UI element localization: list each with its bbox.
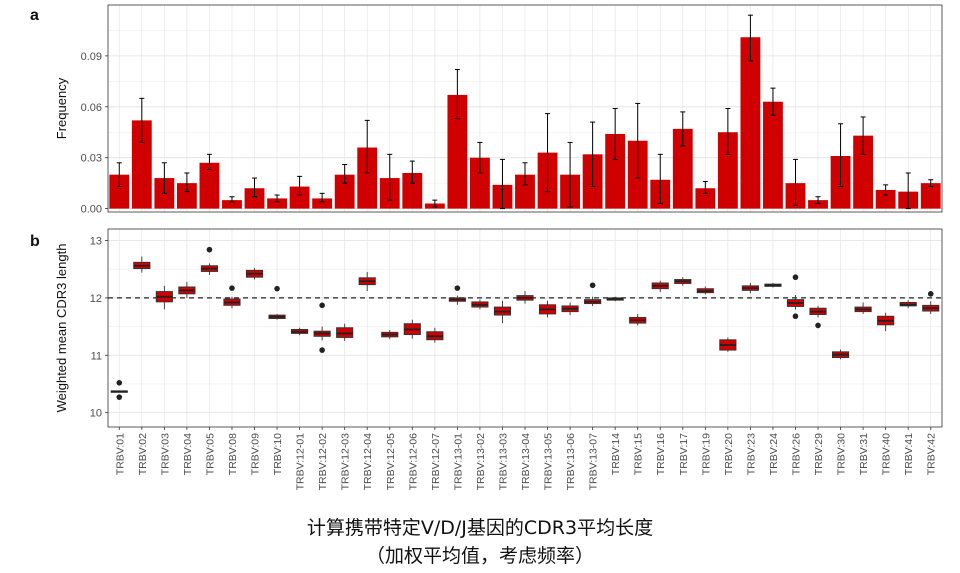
x-tick-label: TRBV:12-06 [407, 433, 419, 491]
bar [447, 94, 468, 209]
x-tick-label: TRBV:12-05 [385, 433, 397, 491]
shared-x-axis: TRBV:01 TRBV:02 TRBV:03 TRBV:04 TRBV:05 TRBV:… [114, 427, 938, 491]
bar [875, 189, 896, 209]
bar [199, 162, 220, 209]
x-tick-label: TRBV:05 [204, 433, 216, 475]
panel-b-y-tick-label: 10 [90, 408, 102, 420]
bar [717, 132, 738, 209]
outlier-point [319, 302, 325, 309]
bar [853, 135, 874, 209]
x-tick-label: TRBV:13-05 [543, 433, 555, 491]
x-tick-label: TRBV:42 [926, 433, 938, 475]
panel-b-y-tick-label: 13 [90, 235, 102, 247]
x-tick-label: TRBV:12-04 [362, 433, 374, 491]
outlier-point [116, 380, 123, 386]
x-tick-label: TRBV:13-03 [497, 433, 509, 491]
bar [131, 120, 152, 209]
outlier-point [229, 285, 235, 291]
x-tick-label: TRBV:13-04 [520, 433, 532, 491]
panel-b-y-axis-title: Weighted mean CDR3 length [54, 244, 69, 413]
panel-a-label: a [30, 7, 39, 24]
bar [672, 128, 693, 209]
x-tick-label: TRBV:23 [745, 433, 757, 475]
x-tick-label: TRBV:20 [723, 433, 735, 475]
x-tick-label: TRBV:12-07 [430, 433, 442, 491]
panel-b-y-tick-label: 11 [91, 350, 102, 362]
x-tick-label: TRBV:29 [813, 433, 825, 475]
bar [289, 186, 310, 209]
bar [470, 157, 490, 209]
panel-a-y-tick-label: 0.06 [81, 102, 102, 114]
x-tick-label: TRBV:13-07 [588, 433, 600, 491]
x-tick-label: TRBV:14 [610, 433, 622, 475]
x-tick-label: TRBV:24 [768, 433, 780, 475]
bar [244, 188, 265, 209]
x-tick-label: TRBV:19 [700, 433, 712, 475]
x-tick-label: TRBV:01 [114, 433, 126, 475]
x-tick-label: TRBV:12-03 [340, 433, 352, 491]
outlier-point [116, 394, 123, 400]
bar [740, 37, 761, 209]
x-tick-label: TRBV:26 [790, 433, 802, 475]
panel-b-y-tick-label: 12 [90, 293, 102, 305]
bar [763, 101, 783, 209]
x-tick-label: TRBV:09 [250, 433, 262, 475]
panel-a-y-axis-title: Frequency [54, 77, 69, 139]
panel-b-label: b [30, 233, 40, 250]
outlier-point [815, 322, 821, 329]
bar [695, 188, 716, 209]
outlier-point [927, 291, 934, 297]
bar [357, 147, 378, 209]
bar [267, 198, 287, 209]
outlier-point [274, 285, 280, 292]
panel-a-y-tick-label: 0.00 [81, 204, 102, 216]
bar [222, 200, 242, 209]
outlier-point [792, 274, 799, 281]
x-tick-label: TRBV:13-01 [452, 433, 464, 491]
panel-a-y-tick-label: 0.03 [81, 153, 102, 165]
bar [515, 174, 535, 209]
x-tick-label: TRBV:03 [159, 433, 171, 475]
bar [808, 200, 828, 209]
outlier-point [454, 285, 461, 291]
x-tick-label: TRBV:30 [836, 433, 848, 475]
x-tick-label: TRBV:08 [227, 433, 239, 475]
outlier-point [792, 313, 799, 320]
x-tick-label: TRBV:13-02 [475, 433, 487, 491]
bar [334, 174, 355, 209]
x-tick-label: TRBV:02 [137, 433, 149, 475]
x-tick-label: TRBV:16 [655, 433, 667, 475]
panel-b-cdr3-length-box-plot: 10 11 12 13 Weighted mean CDR3 length b [30, 228, 943, 428]
outlier-point [589, 282, 596, 289]
bar [402, 172, 423, 209]
panel-a-y-tick-label: 0.09 [81, 51, 102, 63]
bar [176, 183, 197, 209]
bar [109, 174, 130, 209]
bar [920, 183, 941, 209]
outlier-point [206, 246, 213, 253]
figure-caption-line-1: 计算携带特定V/D/J基因的CDR3平均长度 [306, 517, 654, 539]
x-tick-label: TRBV:13-06 [565, 433, 577, 491]
panel-a-border [107, 4, 943, 213]
x-tick-label: TRBV:10 [272, 433, 284, 475]
bar [312, 198, 333, 209]
x-tick-label: TRBV:41 [903, 433, 915, 475]
x-tick-label: TRBV:15 [633, 433, 645, 475]
chart-figure: 0.00 0.03 0.06 0.09 Frequency a 10 11 12 13 Weigh… [30, 4, 943, 491]
x-tick-label: TRBV:31 [858, 433, 870, 475]
x-tick-label: TRBV:04 [182, 433, 194, 475]
x-tick-label: TRBV:40 [881, 433, 893, 475]
panel-a-frequency-bar-chart: 0.00 0.03 0.06 0.09 Frequency a [30, 4, 943, 216]
bar [605, 133, 626, 209]
x-tick-label: TRBV:12-02 [317, 433, 329, 491]
figure-caption-line-2: （加权平均值，考虑频率） [365, 545, 594, 567]
outlier-point [319, 347, 325, 353]
x-tick-label: TRBV:17 [678, 433, 690, 475]
x-tick-label: TRBV:12-01 [295, 433, 307, 491]
